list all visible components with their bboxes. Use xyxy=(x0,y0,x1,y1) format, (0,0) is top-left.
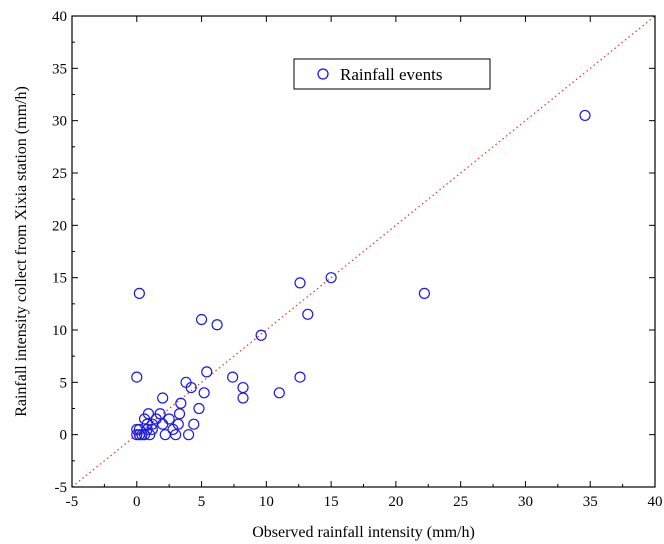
data-point xyxy=(144,429,156,441)
data-point xyxy=(273,387,285,399)
data-point xyxy=(163,413,175,425)
data-point xyxy=(172,418,184,430)
data-point xyxy=(185,381,197,394)
data-point xyxy=(157,418,169,430)
data-point xyxy=(133,287,145,299)
data-point xyxy=(138,429,151,441)
data-point xyxy=(237,392,249,404)
data-point xyxy=(237,381,249,394)
data-point xyxy=(294,371,306,383)
data-point xyxy=(157,392,169,404)
data-point xyxy=(198,387,210,399)
y-tick-label: -5 xyxy=(55,480,68,496)
data-point xyxy=(211,319,223,331)
x-tick-label: 30 xyxy=(518,494,533,510)
data-point xyxy=(146,423,158,436)
x-tick-label: 25 xyxy=(453,494,468,510)
data-point xyxy=(255,329,267,341)
y-tick-label: 25 xyxy=(52,166,67,182)
axes: -5 0 5 10 15 20 25 30 35 40 -5 0 5 10 15 20 25 30 35 40 xyxy=(52,9,663,510)
x-axis-title: Observed rainfall intensity (mm/h) xyxy=(252,524,475,541)
legend-marker xyxy=(317,68,329,80)
data-point xyxy=(170,429,182,441)
data-point xyxy=(418,287,430,299)
y-tick-label: 40 xyxy=(52,9,67,25)
y-axis-title: Rainfall intensity collect from Xixia st… xyxy=(13,86,30,417)
data-point xyxy=(175,397,187,409)
data-point xyxy=(154,408,166,420)
data-point xyxy=(195,313,208,326)
data-point xyxy=(325,272,337,284)
data-point xyxy=(173,408,186,420)
data-point xyxy=(131,371,143,383)
data-point xyxy=(302,308,314,320)
data-point xyxy=(227,371,239,383)
y-tick-label: 10 xyxy=(52,323,67,339)
reference-line xyxy=(72,16,655,487)
y-tick-label: 15 xyxy=(52,271,67,287)
y-tick-label: 35 xyxy=(52,61,67,77)
y-tick-label: 30 xyxy=(52,114,67,130)
x-tick-label: 35 xyxy=(583,494,598,510)
x-tick-label: 10 xyxy=(259,494,274,510)
data-point xyxy=(201,366,213,378)
y-tick-label: 20 xyxy=(52,218,67,234)
x-tick-label: 40 xyxy=(648,494,663,510)
x-tick-label: 15 xyxy=(324,494,339,510)
data-point xyxy=(183,429,195,441)
x-tick-label: 0 xyxy=(133,494,141,510)
data-point xyxy=(579,109,591,122)
data-point xyxy=(193,402,205,415)
data-point xyxy=(294,277,306,289)
x-tick-label: 5 xyxy=(198,494,206,510)
legend: Rainfall events xyxy=(293,58,491,90)
y-tick-label: 0 xyxy=(60,428,68,444)
legend-box xyxy=(293,58,491,90)
y-tick-label: 5 xyxy=(60,375,68,391)
x-tick-label: -5 xyxy=(66,494,79,510)
x-tick-label: 20 xyxy=(388,494,403,510)
data-point xyxy=(131,429,143,441)
legend-label: Rainfall events xyxy=(340,65,442,84)
data-point xyxy=(142,408,155,420)
data-point xyxy=(188,418,200,430)
plot-area xyxy=(72,16,655,487)
